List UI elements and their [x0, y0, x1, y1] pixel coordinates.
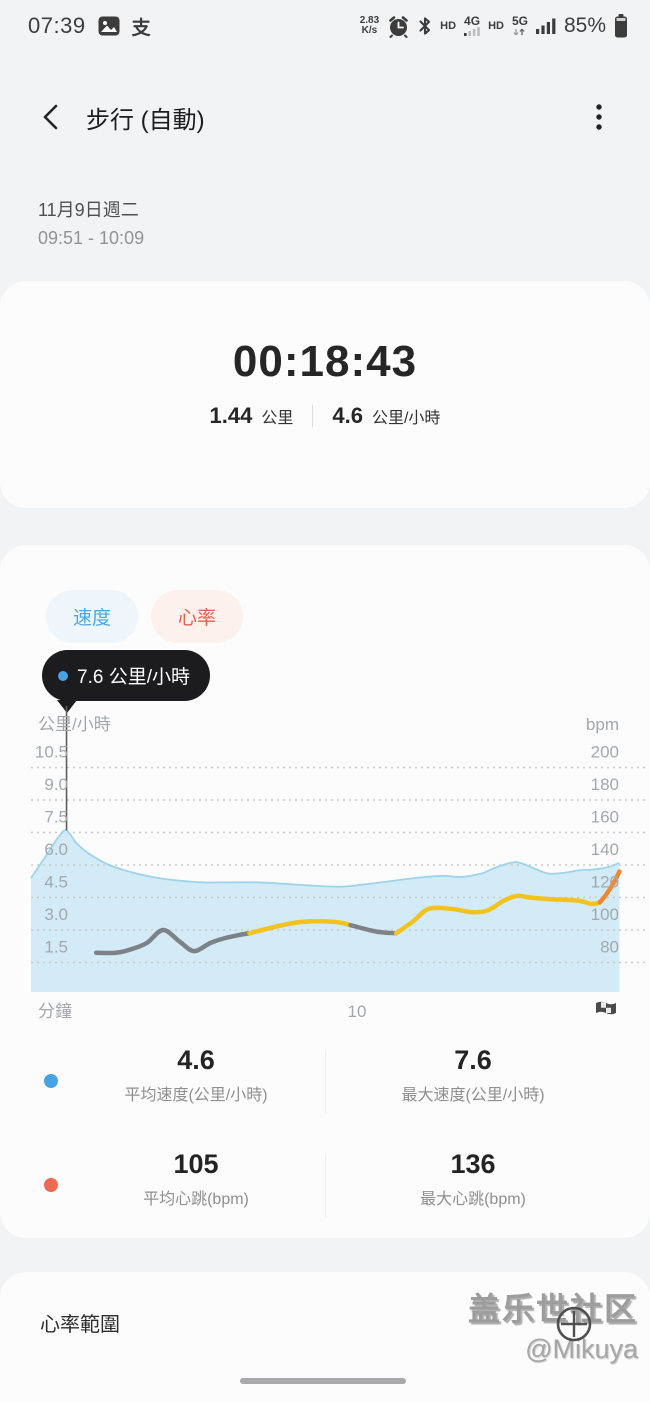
- svg-text:80: 80: [600, 938, 619, 957]
- heart-rate-stats-row: 105 平均心跳(bpm) 136 最大心跳(bpm): [0, 1147, 650, 1231]
- network-4g-indicator: 4G: [464, 15, 480, 36]
- alarm-icon: [387, 15, 410, 38]
- svg-text:10.5: 10.5: [35, 743, 68, 762]
- chart-card: 速度 心率 7.6 公里/小時 公里/小時 bpm 10.5 9.0 7.5 6.0 4.5…: [0, 545, 650, 1238]
- svg-text:160: 160: [591, 808, 619, 827]
- signal-bars-icon: [535, 18, 556, 34]
- stat-divider: [325, 1051, 326, 1113]
- volte-hd-left: HD: [440, 20, 457, 32]
- summary-card: 00:18:43 1.44 公里 4.6 公里/小時: [0, 281, 650, 508]
- max-heart-rate-stat: 136 最大心跳(bpm): [420, 1149, 526, 1208]
- network-5g-indicator: 5G: [512, 15, 528, 36]
- distance-value: 1.44: [209, 403, 253, 428]
- svg-text:4.5: 4.5: [44, 873, 68, 892]
- battery-percent: 85%: [563, 14, 606, 37]
- tooltip-speed-dot: [58, 670, 68, 681]
- svg-text:6.0: 6.0: [44, 840, 68, 859]
- gallery-notification-icon: [98, 16, 120, 36]
- speed-series-dot: [44, 1074, 58, 1088]
- tooltip-value: 7.6 公里/小時: [77, 667, 190, 688]
- network-speed-indicator: 2.83 K/s: [359, 15, 380, 36]
- metrics-divider: [312, 405, 314, 427]
- max-speed-stat: 7.6 最大速度(公里/小時): [401, 1045, 545, 1104]
- distance-unit: 公里: [261, 410, 294, 427]
- tab-heart-rate[interactable]: 心率: [151, 590, 243, 643]
- battery-icon: [614, 14, 628, 38]
- heart-rate-range-label: 心率範圍: [40, 1314, 120, 1336]
- svg-text:1.5: 1.5: [44, 938, 68, 957]
- session-time-range: 09:51 - 10:09: [38, 228, 145, 248]
- summary-metrics-row: 1.44 公里 4.6 公里/小時: [0, 403, 650, 429]
- avg-heart-rate-stat: 105 平均心跳(bpm): [143, 1149, 249, 1208]
- tab-speed[interactable]: 速度: [46, 590, 138, 643]
- finish-flag-icon: [595, 1000, 617, 1022]
- session-date: 11月9日週二: [38, 200, 139, 220]
- workout-duration: 00:18:43: [232, 337, 418, 386]
- chart-tabs: 速度 心率: [46, 590, 243, 643]
- more-options-button[interactable]: [582, 100, 616, 134]
- home-indicator-bar[interactable]: [240, 1378, 406, 1384]
- avg-speed-value: 4.6: [332, 403, 363, 428]
- activity-chart[interactable]: 公里/小時 bpm 10.5 9.0 7.5 6.0 4.5 3.0 1.5 200 180 160 1…: [0, 700, 650, 1030]
- svg-text:180: 180: [591, 775, 619, 794]
- alipay-notification-icon: 支: [131, 17, 151, 39]
- svg-text:10: 10: [348, 1002, 367, 1021]
- heart-rate-series-dot: [44, 1178, 58, 1192]
- avg-speed-unit: 公里/小時: [371, 410, 441, 427]
- back-button[interactable]: [34, 100, 68, 134]
- svg-text:9.0: 9.0: [44, 775, 68, 794]
- volte-hd-right: HD: [488, 20, 504, 32]
- app-header: 步行 (自動): [0, 86, 650, 148]
- stat-divider: [325, 1155, 326, 1217]
- clock-time: 07:39: [28, 13, 86, 38]
- chart-tooltip: 7.6 公里/小時: [42, 650, 210, 713]
- status-bar: 07:39 支 2.83 K/s HD 4G HD 5G 85%: [0, 0, 650, 52]
- svg-text:公里/小時: 公里/小時: [38, 715, 111, 734]
- bluetooth-icon: [418, 15, 432, 37]
- avg-speed-stat: 4.6 平均速度(公里/小時): [124, 1045, 268, 1104]
- svg-text:120: 120: [591, 873, 619, 892]
- svg-text:7.5: 7.5: [44, 808, 68, 827]
- svg-text:分鐘: 分鐘: [38, 1002, 72, 1021]
- svg-text:200: 200: [591, 743, 619, 762]
- svg-text:140: 140: [591, 840, 619, 859]
- svg-text:3.0: 3.0: [44, 905, 68, 924]
- svg-text:100: 100: [591, 905, 619, 924]
- page-title: 步行 (自動): [86, 106, 205, 134]
- speed-stats-row: 4.6 平均速度(公里/小時) 7.6 最大速度(公里/小時): [0, 1043, 650, 1127]
- svg-text:bpm: bpm: [586, 715, 619, 734]
